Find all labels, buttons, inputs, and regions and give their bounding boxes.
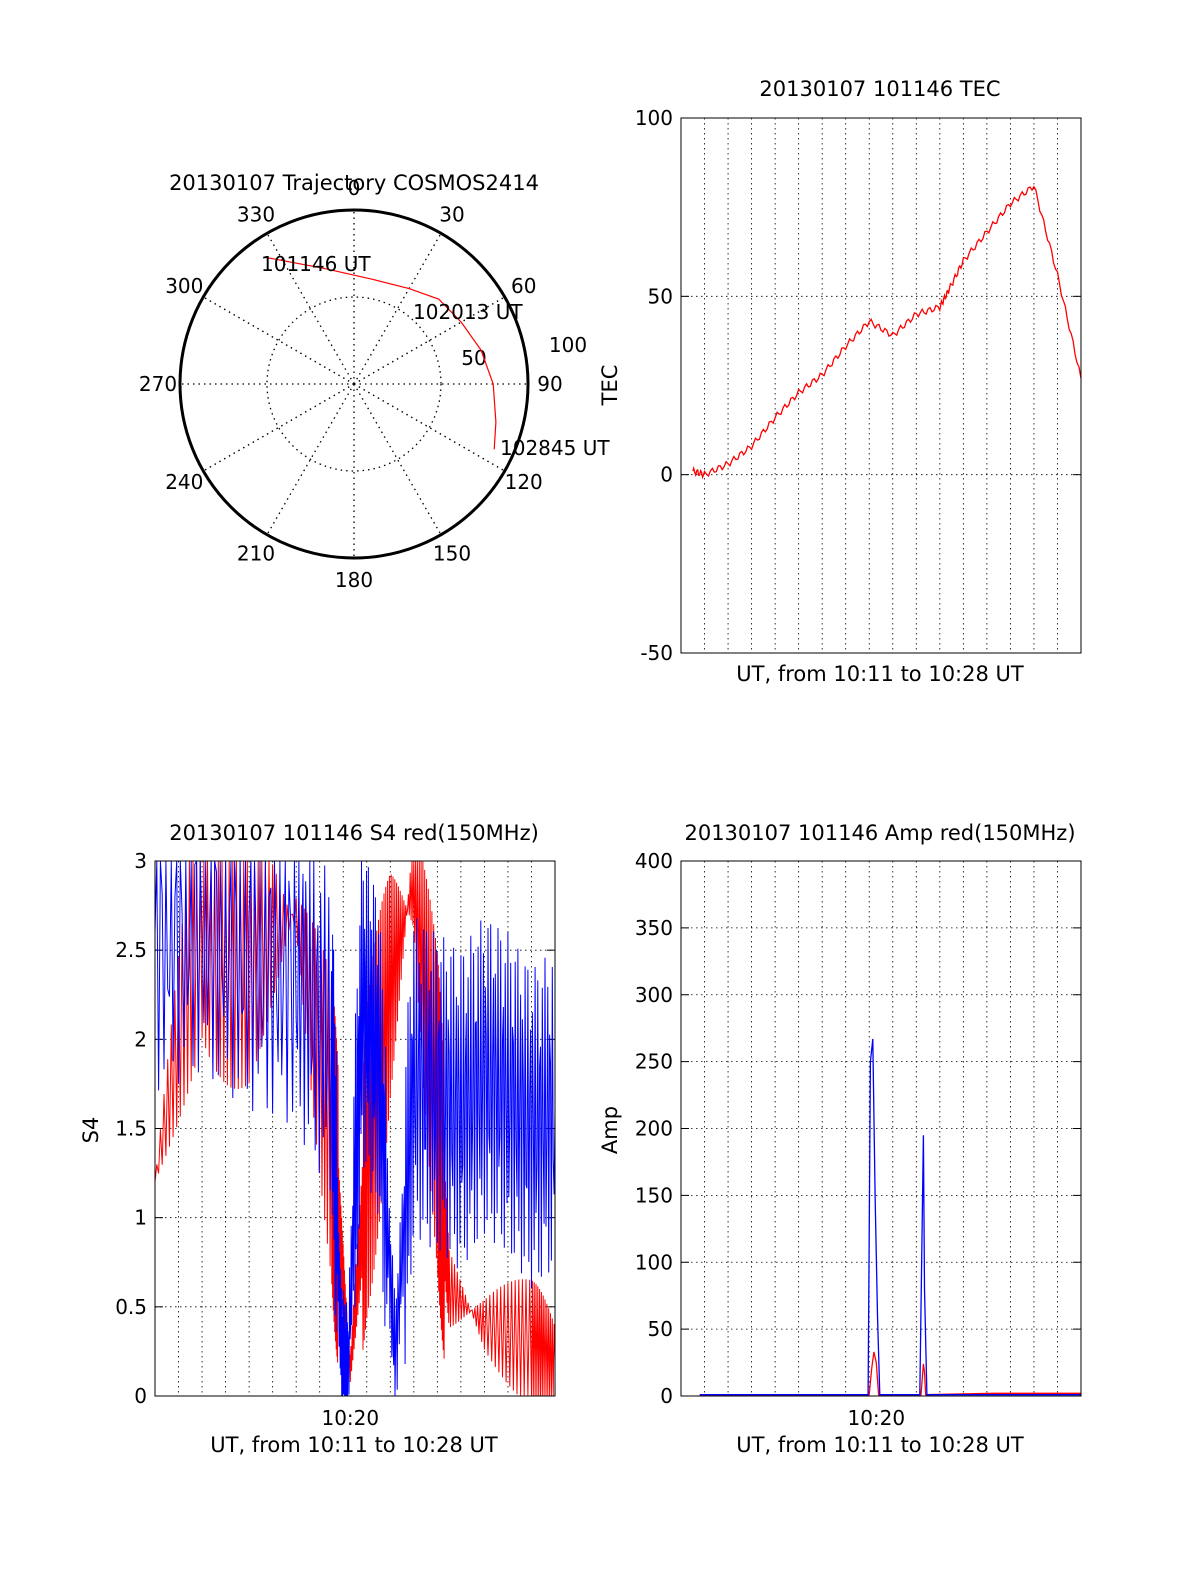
amp-red-series-line bbox=[699, 1351, 1081, 1396]
amp-y-tick-label-3: 150 bbox=[635, 1183, 673, 1207]
trajectory-line bbox=[265, 256, 497, 450]
azimuth-label-240: 240 bbox=[165, 470, 203, 494]
tec-chart: 20130107 101146 TEC -50 0 50 100 UT, from 1… bbox=[598, 77, 1082, 686]
s4-y-tick-label-3: 1.5 bbox=[115, 1117, 147, 1141]
s4-y-label: S4 bbox=[79, 1117, 103, 1144]
azimuth-label-120: 120 bbox=[505, 470, 543, 494]
polar-spoke-330 bbox=[266, 232, 355, 385]
trajectory-mid-label: 102013 UT bbox=[413, 300, 523, 324]
s4-y-tick-label-1: 0.5 bbox=[115, 1295, 147, 1319]
amp-y-tick-label-7: 350 bbox=[635, 916, 673, 940]
tec-title: 20130107 101146 TEC bbox=[759, 77, 1000, 101]
amp-y-tick-label-2: 100 bbox=[635, 1250, 673, 1274]
azimuth-label-180: 180 bbox=[335, 568, 373, 592]
polar-spoke-210 bbox=[266, 383, 355, 536]
tec-series-line bbox=[692, 185, 1082, 480]
s4-y-tick-label-6: 3 bbox=[134, 849, 147, 873]
tec-x-label: UT, from 10:11 to 10:28 UT bbox=[736, 662, 1024, 686]
azimuth-label-270: 270 bbox=[139, 372, 177, 396]
azimuth-label-210: 210 bbox=[237, 542, 275, 566]
trajectory-polar-chart: 20130107 Trajectory COSMOS2414 0 30 60 90 12… bbox=[139, 171, 610, 592]
amp-chart: 20130107 101146 Amp red(150MHz) 0 50 100 15… bbox=[598, 821, 1082, 1457]
amp-y-tick-label-8: 400 bbox=[635, 849, 673, 873]
s4-y-tick-label-2: 1 bbox=[134, 1206, 147, 1230]
tec-y-label: TEC bbox=[598, 365, 622, 407]
azimuth-label-300: 300 bbox=[165, 274, 203, 298]
polar-spoke-120 bbox=[353, 383, 506, 472]
amp-y-tick-label-4: 200 bbox=[635, 1117, 673, 1141]
polar-spoke-300 bbox=[202, 296, 355, 385]
s4-y-tick-label-0: 0 bbox=[134, 1384, 147, 1408]
amp-title: 20130107 101146 Amp red(150MHz) bbox=[684, 821, 1075, 845]
tec-y-tick-label-3: 100 bbox=[635, 106, 673, 130]
amp-y-tick-label-0: 0 bbox=[660, 1384, 673, 1408]
tec-y-tick-label-2: 50 bbox=[648, 284, 673, 308]
amp-y-tick-label-5: 250 bbox=[635, 1050, 673, 1074]
tec-grid bbox=[681, 118, 1081, 653]
radial-label-50: 50 bbox=[461, 346, 486, 370]
azimuth-label-0: 0 bbox=[348, 176, 361, 200]
amp-blue-series-line bbox=[699, 1038, 1081, 1396]
polar-spoke-150 bbox=[353, 383, 442, 536]
amp-grid bbox=[681, 861, 1081, 1396]
s4-x-label: UT, from 10:11 to 10:28 UT bbox=[210, 1433, 498, 1457]
s4-y-tick-label-4: 2 bbox=[134, 1027, 147, 1051]
azimuth-label-150: 150 bbox=[433, 542, 471, 566]
polar-grid-circle-50 bbox=[266, 296, 442, 472]
polar-spoke-30 bbox=[353, 232, 442, 385]
s4-title: 20130107 101146 S4 red(150MHz) bbox=[169, 821, 539, 845]
amp-x-label: UT, from 10:11 to 10:28 UT bbox=[736, 1433, 1024, 1457]
s4-y-ticks: 0 0.5 1 1.5 2 2.5 3 bbox=[115, 849, 555, 1408]
polar-title: 20130107 Trajectory COSMOS2414 bbox=[169, 171, 539, 195]
radial-label-100: 100 bbox=[549, 333, 587, 357]
tec-plot-frame bbox=[680, 117, 1082, 654]
amp-y-label: Amp bbox=[598, 1106, 622, 1154]
trajectory-start-label: 101146 UT bbox=[261, 252, 371, 276]
polar-spoke-60 bbox=[353, 296, 506, 385]
s4-x-tick-label: 10:20 bbox=[321, 1406, 379, 1430]
s4-y-tick-label-5: 2.5 bbox=[115, 938, 147, 962]
amp-plot-frame bbox=[680, 860, 1082, 1397]
polar-spoke-240 bbox=[202, 383, 355, 472]
trajectory-end-label: 102845 UT bbox=[500, 436, 610, 460]
s4-blue-series-line bbox=[154, 860, 556, 1397]
azimuth-label-90: 90 bbox=[537, 372, 562, 396]
s4-plot-frame bbox=[154, 860, 556, 1397]
azimuth-label-30: 30 bbox=[439, 202, 464, 226]
s4-chart: 20130107 101146 S4 red(150MHz) 0 0.5 1 1.5 2… bbox=[79, 821, 556, 1457]
polar-azimuth-labels: 0 30 60 90 120 150 180 210 240 270 300 330 bbox=[139, 176, 563, 592]
azimuth-label-330: 330 bbox=[237, 202, 275, 226]
amp-x-tick-label: 10:20 bbox=[847, 1406, 905, 1430]
azimuth-label-60: 60 bbox=[511, 274, 536, 298]
polar-grid bbox=[180, 210, 528, 558]
amp-y-tick-label-1: 50 bbox=[648, 1317, 673, 1341]
polar-radial-labels: 50 100 bbox=[461, 333, 587, 370]
tec-y-tick-label-0: -50 bbox=[640, 641, 673, 665]
tec-y-ticks: -50 0 50 100 bbox=[635, 106, 1081, 665]
tec-y-tick-label-1: 0 bbox=[660, 463, 673, 487]
polar-outer-circle bbox=[178, 208, 530, 560]
amp-y-ticks: 0 50 100 150 200 250 300 350 400 bbox=[635, 849, 1081, 1408]
amp-y-tick-label-6: 300 bbox=[635, 983, 673, 1007]
